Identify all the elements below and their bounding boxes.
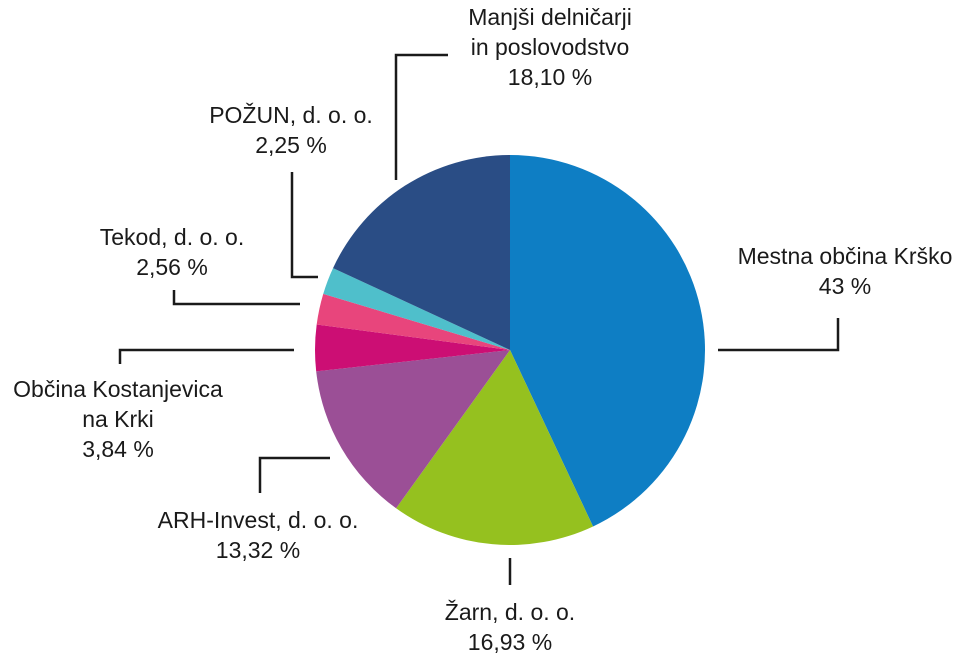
leader-line [118,348,294,364]
slice-value-label: 18,10 % [508,64,592,90]
slice-labels: Mestna občina Krško 43 % Žarn, d. o. o. 16,… [13,4,952,654]
leader-line [172,290,300,306]
slice-name-label: POŽUN, d. o. o. [209,102,373,128]
pie-slice [316,293,510,350]
slice-name-label: Manjši delničarji [468,4,632,30]
slice-name-label: Tekod, d. o. o. [100,224,244,250]
leader-line [394,53,448,180]
slice-name-label: Mestna občina Krško [738,243,953,269]
slice-value-label: 2,25 % [255,132,327,158]
leader-line [290,172,318,279]
slice-name-label: na Krki [82,406,154,432]
pie-slice [315,324,510,372]
pie-slice [323,268,510,350]
slice-value-label: 13,32 % [216,537,300,563]
slice-name-label: in poslovodstvo [471,34,630,60]
slice-name-label: Občina Kostanjevica [13,376,223,402]
slice-value-label: 2,56 % [136,254,208,280]
pie-slices [315,155,706,545]
slice-name-label: ARH-Invest, d. o. o. [158,507,359,533]
pie-slice [510,155,706,527]
leader-line [258,456,330,493]
pie-slice [316,350,510,509]
pie-slice [396,350,594,545]
slice-name-label: Žarn, d. o. o. [445,599,575,625]
leader-line [718,318,840,352]
slice-value-label: 16,93 % [468,629,552,654]
pie-slice [333,155,510,350]
slice-value-label: 43 % [819,273,871,299]
leader-lines [118,53,840,585]
slice-value-label: 3,84 % [82,436,154,462]
